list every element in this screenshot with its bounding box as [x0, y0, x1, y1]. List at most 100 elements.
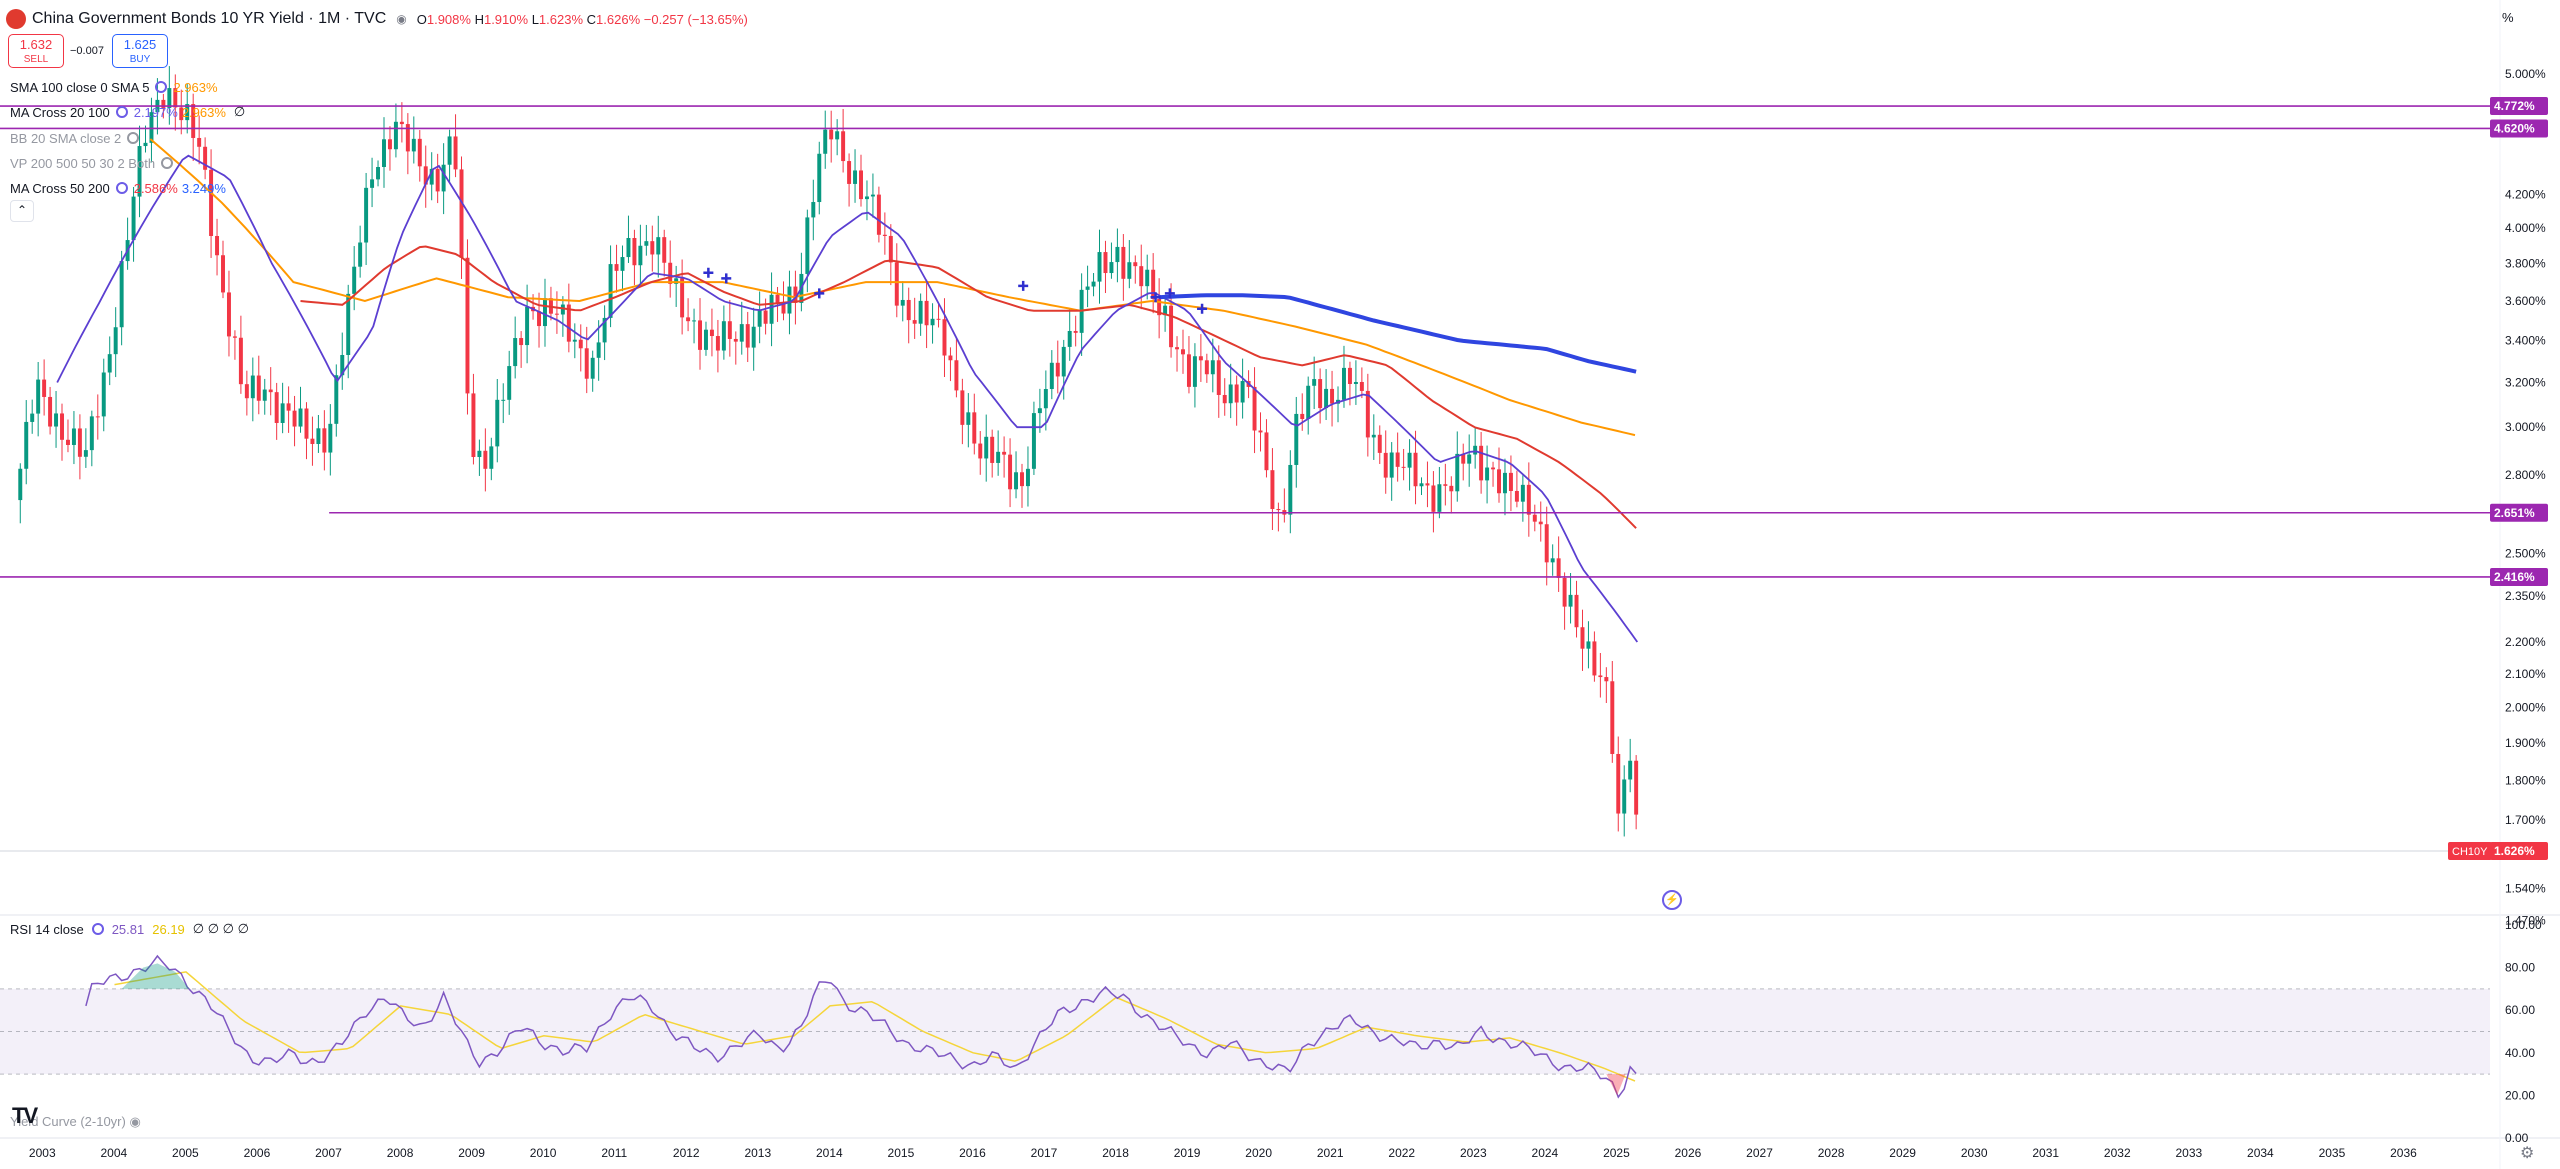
- time-tick-label: 2016: [959, 1146, 986, 1160]
- candle-body: [143, 142, 148, 147]
- hidden-eye-icon[interactable]: [161, 157, 174, 169]
- hidden-eye-icon[interactable]: [127, 132, 140, 144]
- yield-curve-label[interactable]: Yield Curve (2-10yr) ◉: [10, 1114, 141, 1129]
- candle-body: [1157, 298, 1162, 316]
- sell-button[interactable]: 1.632 SELL: [8, 34, 64, 68]
- candle-body: [1008, 454, 1013, 490]
- time-tick-label: 2013: [744, 1146, 771, 1160]
- candle-body: [268, 389, 273, 393]
- symbol-tag: CH10Y: [2452, 846, 2488, 858]
- candle-body: [364, 187, 369, 243]
- price-tick-label: 3.600%: [2505, 294, 2546, 308]
- candle-body: [370, 179, 375, 188]
- candle-body: [382, 139, 386, 168]
- price-tick-label: 1.900%: [2505, 736, 2546, 750]
- price-tick-label: 2.200%: [2505, 635, 2546, 649]
- candle-body: [662, 237, 667, 263]
- candle-body: [1163, 305, 1168, 316]
- candle-body: [781, 302, 786, 314]
- indicator-row[interactable]: BB 20 SMA close 2: [10, 128, 145, 148]
- candle-body: [680, 278, 685, 318]
- candle-body: [119, 261, 124, 328]
- candle-body: [77, 428, 82, 457]
- time-tick-label: 2022: [1388, 1146, 1415, 1160]
- candle-body: [1061, 346, 1066, 377]
- candle-body: [513, 338, 518, 367]
- cross-marker: [721, 273, 732, 284]
- settings-icon[interactable]: [155, 81, 168, 93]
- candle-body: [453, 136, 458, 170]
- candle-body: [584, 348, 589, 379]
- candle-body: [733, 338, 738, 342]
- candle-body: [1127, 262, 1132, 279]
- candle-body: [686, 317, 691, 322]
- time-tick-label: 2012: [673, 1146, 700, 1160]
- candle-body: [1461, 453, 1466, 464]
- lightning-icon[interactable]: ⚡: [1662, 890, 1682, 910]
- candle-body: [1210, 360, 1215, 375]
- visibility-icon[interactable]: ◉: [396, 12, 407, 26]
- candle-body: [1067, 330, 1072, 347]
- candle-body: [1169, 305, 1174, 348]
- candle-body: [1622, 779, 1627, 814]
- gear-icon[interactable]: ⚙: [2520, 1145, 2535, 1162]
- candle-body: [823, 129, 828, 154]
- settings-icon[interactable]: [115, 106, 128, 118]
- indicator-row[interactable]: VP 200 500 50 30 2 Both: [10, 153, 179, 173]
- buy-button[interactable]: 1.625 BUY: [112, 34, 168, 68]
- candle-body: [1288, 464, 1293, 515]
- indicator-row[interactable]: MA Cross 20 100 2.197% 2.963% ∅: [10, 102, 245, 122]
- candle-body: [42, 379, 47, 397]
- candle-body: [590, 357, 595, 379]
- candle-body: [274, 392, 279, 423]
- symbol-title[interactable]: China Government Bonds 10 YR Yield · 1M …: [32, 10, 387, 27]
- candle-body: [614, 264, 619, 271]
- candle-body: [1574, 594, 1579, 628]
- candle-body: [215, 235, 220, 256]
- candle-body: [978, 443, 983, 459]
- candle-body: [703, 329, 708, 350]
- candle-body: [1324, 388, 1329, 409]
- time-tick-label: 2029: [1889, 1146, 1916, 1160]
- visibility-icon[interactable]: ◉: [129, 1114, 141, 1129]
- candle-body: [1544, 524, 1549, 563]
- cross-marker: [703, 267, 714, 278]
- candle-body: [405, 124, 410, 152]
- candle-body: [1228, 384, 1233, 404]
- candle-body: [769, 294, 774, 324]
- candle-body: [1425, 483, 1430, 486]
- collapse-legend-button[interactable]: ⌃: [10, 200, 34, 222]
- candle-body: [1383, 452, 1388, 478]
- candle-body: [1145, 269, 1150, 287]
- candle-body: [763, 310, 768, 324]
- candle-body: [1598, 675, 1603, 678]
- candle-body: [221, 255, 225, 293]
- time-tick-label: 2033: [2175, 1146, 2202, 1160]
- candle-body: [805, 217, 810, 274]
- indicator-row[interactable]: MA Cross 50 200 2.586% 3.249%: [10, 178, 230, 198]
- settings-icon[interactable]: [91, 923, 104, 935]
- candle-body: [352, 266, 357, 294]
- candle-body: [393, 121, 398, 150]
- candle-body: [465, 257, 470, 394]
- ma200-line: [1159, 293, 1637, 374]
- candle-body: [1020, 472, 1024, 487]
- candle-body: [238, 337, 243, 385]
- settings-icon[interactable]: [115, 182, 128, 194]
- candle-body: [1479, 445, 1484, 481]
- indicator-name: BB 20 SMA close 2: [10, 130, 122, 146]
- candle-body: [543, 298, 547, 327]
- indicator-name: MA Cross 50 200: [10, 180, 110, 196]
- tradingview-logo[interactable]: TV: [12, 1103, 38, 1128]
- candle-body: [972, 412, 977, 444]
- rsi-tick-label: 80.00: [2505, 961, 2535, 975]
- indicator-row[interactable]: SMA 100 close 0 SMA 5 2.963%: [10, 77, 222, 97]
- china-flag-icon: [6, 9, 26, 29]
- candle-body: [1401, 466, 1406, 468]
- candle-body: [1175, 347, 1180, 350]
- candle-body: [715, 336, 720, 351]
- rsi-name[interactable]: RSI 14 close: [10, 921, 84, 937]
- candle-body: [1240, 381, 1245, 403]
- candle-body: [1520, 484, 1525, 502]
